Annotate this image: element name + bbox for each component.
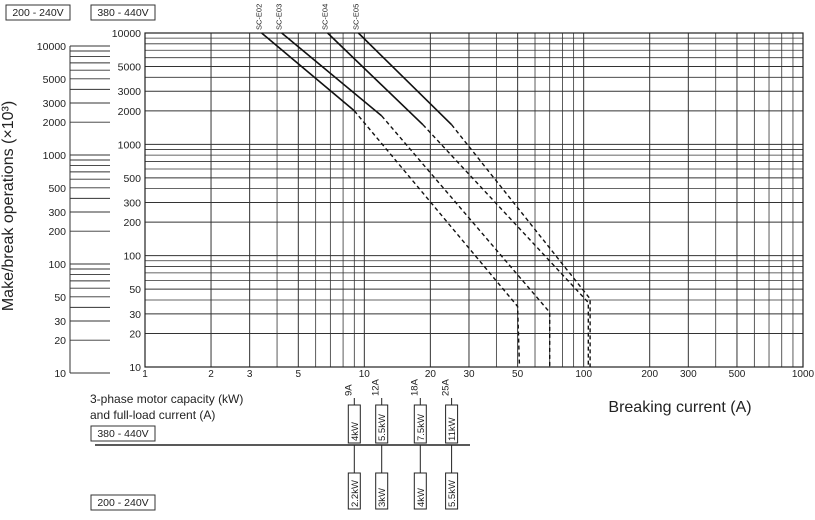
x-tick-label: 3: [247, 369, 253, 380]
kw-box-380-440: [445, 404, 459, 444]
motor-voltage-lower: 200 - 240V: [97, 497, 148, 509]
x-tick-label: 100: [575, 369, 592, 380]
kw-label-200-240: 5.5kW: [447, 480, 458, 507]
y-tick-label: 300: [123, 198, 141, 210]
kw-label-380-440: 11kW: [447, 417, 458, 441]
kw-box-380-440: [413, 404, 427, 444]
kw-box-200-240: [347, 472, 361, 510]
left-scale-label: 30: [54, 316, 66, 328]
kw-label-380-440: 5.5kW: [377, 414, 388, 441]
left-scale-label: 1000: [43, 150, 67, 162]
left-scale-label: 300: [48, 207, 66, 219]
y-tick-label: 5000: [118, 62, 142, 74]
motor-voltage-upper-frame: [90, 425, 156, 442]
y-tick-label: 100: [123, 251, 141, 263]
y-tick-label: 1000: [118, 139, 142, 151]
series-label: SC-E03: [275, 4, 284, 30]
y-tick-label: 200: [123, 217, 141, 229]
x-tick-label: 20: [425, 369, 437, 380]
x-tick-label: 300: [680, 369, 697, 380]
motor-caption-line1: 3-phase motor capacity (kW): [90, 392, 243, 406]
motor-voltage-lower-frame: [90, 494, 156, 511]
x-tick-label: 1000: [792, 369, 815, 380]
kw-label-200-240: 2.2kW: [350, 480, 361, 507]
series-label: SC-E05: [351, 4, 360, 30]
left-scale-label: 2000: [43, 117, 67, 129]
kw-label-380-440: 7.5kW: [416, 414, 427, 441]
y-tick-label: 500: [123, 173, 141, 185]
kw-box-380-440: [347, 404, 361, 444]
x-tick-label: 5: [296, 369, 302, 380]
series-line-dashed: [422, 124, 589, 367]
voltage-box-left: 200 - 240V: [12, 7, 63, 19]
left-scale-label: 10: [54, 368, 66, 380]
kw-box-380-440: [375, 404, 389, 444]
y-tick-label: 10000: [112, 28, 141, 40]
series-label: SC-E04: [321, 4, 330, 30]
y-axis-label: Make/break operations (×10³): [0, 101, 17, 311]
chart-series: SC-E02 SC-E03 SC-E04 SC-E05: [255, 4, 591, 368]
kw-label-200-240: 3kW: [377, 488, 388, 507]
left-scale-label: 10000: [37, 41, 66, 53]
y-tick-label: 10: [129, 362, 141, 374]
x-tick-label: 500: [729, 369, 746, 380]
x-tick-label: 200: [641, 369, 658, 380]
series-line-solid: [357, 32, 453, 126]
left-scale-label: 3000: [43, 98, 67, 110]
kw-label-200-240: 4kW: [416, 488, 427, 507]
y-tick-label: 2000: [118, 106, 142, 118]
series-line-dashed: [451, 124, 591, 367]
x-tick-label: 2: [208, 369, 214, 380]
left-scale-label: 20: [54, 335, 66, 347]
series-label: SC-E02: [255, 4, 264, 30]
voltage-box-main: 380 - 440V: [97, 7, 148, 19]
current-label: 9A: [343, 384, 354, 396]
left-scale-label: 100: [48, 259, 66, 271]
chart-ticks: 1 2 3 5 10 20 30 50 100 200 300 500 1000 10 20 30 50 100 2…: [112, 28, 815, 380]
current-label: 12A: [371, 378, 382, 396]
y-tick-label: 30: [129, 309, 141, 321]
series-line-solid: [281, 32, 383, 117]
left-scale-label: 50: [54, 292, 66, 304]
left-scale-label: 5000: [43, 74, 67, 86]
kw-box-200-240: [375, 472, 389, 510]
y-tick-label: 50: [129, 284, 141, 296]
y-tick-label: 20: [129, 329, 141, 341]
voltage-box-main-frame: [90, 4, 156, 21]
y-tick-label: 3000: [118, 86, 142, 98]
x-axis-label: Breaking current (A): [608, 399, 751, 416]
motor-voltage-upper: 380 - 440V: [97, 428, 148, 440]
series-line-solid: [327, 32, 424, 126]
voltage-box-left-frame: [5, 4, 71, 21]
x-tick-label: 1: [142, 369, 148, 380]
x-tick-label: 50: [512, 369, 524, 380]
motor-rows: 9A 12A 18A 25A 4kW 5.5kW 7.5kW 11kW 2.2kW 3kW 4kW 5…: [343, 378, 459, 510]
x-tick-label: 10: [359, 369, 371, 380]
current-label: 18A: [409, 378, 420, 396]
kw-box-200-240: [445, 472, 459, 510]
series-line-solid: [261, 32, 355, 112]
kw-box-200-240: [413, 472, 427, 510]
kw-label-380-440: 4kW: [350, 422, 361, 441]
left-scale: 10 20 30 50 100 200 300 500 1000 2000 3000 5000 1000…: [37, 41, 110, 380]
series-line-dashed: [381, 115, 551, 367]
plot-frame: [144, 32, 804, 368]
current-label: 25A: [441, 378, 452, 396]
x-tick-label: 30: [463, 369, 475, 380]
motor-caption-line2: and full-load current (A): [90, 408, 215, 422]
series-line-dashed: [353, 110, 521, 368]
left-scale-label: 200: [48, 226, 66, 238]
left-scale-label: 500: [48, 183, 66, 195]
chart-grid: [144, 32, 804, 368]
